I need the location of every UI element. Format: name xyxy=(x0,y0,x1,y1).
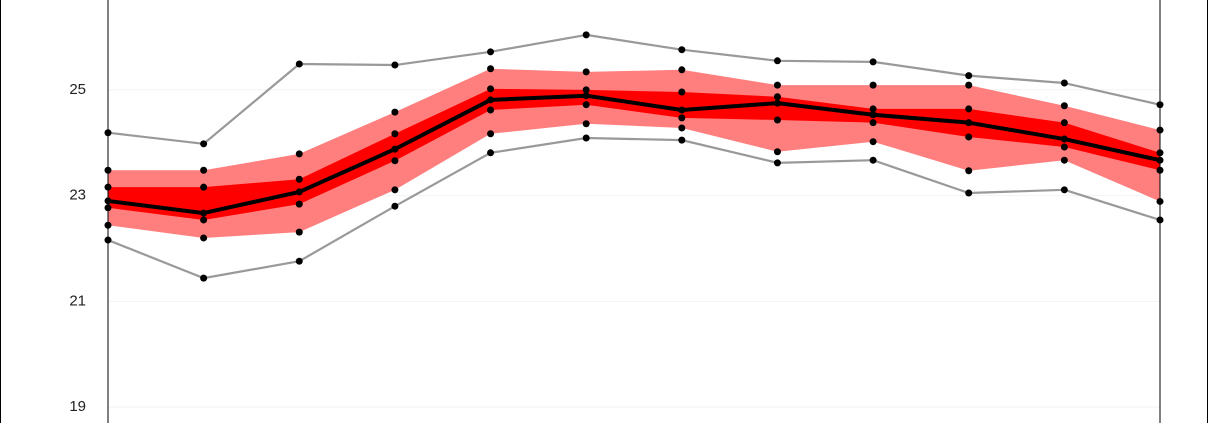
point xyxy=(391,186,399,194)
band xyxy=(108,88,1160,220)
point xyxy=(200,216,208,224)
point xyxy=(200,140,208,148)
point xyxy=(773,57,781,65)
point xyxy=(200,183,208,191)
point xyxy=(391,61,399,69)
point xyxy=(487,106,495,114)
point xyxy=(773,148,781,156)
point xyxy=(582,68,590,76)
point xyxy=(295,228,303,236)
point xyxy=(391,108,399,116)
point xyxy=(869,81,877,89)
point xyxy=(678,106,686,114)
point xyxy=(773,99,781,107)
point xyxy=(678,124,686,132)
point xyxy=(295,188,303,196)
point xyxy=(678,88,686,96)
point xyxy=(582,92,590,100)
point xyxy=(773,116,781,124)
point xyxy=(869,58,877,66)
point xyxy=(1060,186,1068,194)
point xyxy=(965,167,973,175)
y-tick-label: 19 xyxy=(69,398,86,415)
point xyxy=(295,150,303,158)
y-tick-label: 25 xyxy=(69,81,86,98)
point xyxy=(200,234,208,242)
point xyxy=(487,149,495,157)
point xyxy=(869,119,877,127)
point xyxy=(582,86,590,94)
point xyxy=(582,101,590,109)
point xyxy=(1060,143,1068,151)
point xyxy=(965,81,973,89)
point xyxy=(487,85,495,93)
series-line xyxy=(107,93,1161,216)
point xyxy=(869,105,877,113)
point xyxy=(678,66,686,74)
point xyxy=(869,156,877,164)
point xyxy=(487,48,495,56)
point xyxy=(582,120,590,128)
point xyxy=(965,133,973,141)
point xyxy=(1060,79,1068,87)
point xyxy=(391,157,399,165)
series-line xyxy=(107,136,1161,280)
point xyxy=(1060,156,1068,164)
y-tick-label: 21 xyxy=(69,292,86,309)
point xyxy=(487,130,495,138)
y-tick-label: 23 xyxy=(69,187,86,204)
point xyxy=(1060,135,1068,143)
point xyxy=(773,93,781,101)
point xyxy=(391,145,399,153)
point xyxy=(965,119,973,127)
point xyxy=(391,130,399,138)
point xyxy=(869,138,877,146)
point xyxy=(295,200,303,208)
point xyxy=(1060,102,1068,110)
point xyxy=(582,134,590,142)
point xyxy=(678,136,686,144)
point xyxy=(678,114,686,122)
point xyxy=(965,72,973,80)
point xyxy=(582,31,590,39)
point xyxy=(487,65,495,73)
point xyxy=(200,274,208,282)
point xyxy=(200,209,208,217)
point xyxy=(965,105,973,113)
point xyxy=(295,257,303,265)
point xyxy=(965,189,973,197)
point xyxy=(1060,119,1068,127)
point xyxy=(869,111,877,119)
series-line xyxy=(107,33,1161,145)
point xyxy=(773,159,781,167)
point xyxy=(200,166,208,174)
point xyxy=(773,81,781,89)
point xyxy=(295,175,303,183)
point xyxy=(678,46,686,54)
point xyxy=(487,96,495,104)
point xyxy=(295,60,303,68)
point xyxy=(391,202,399,210)
